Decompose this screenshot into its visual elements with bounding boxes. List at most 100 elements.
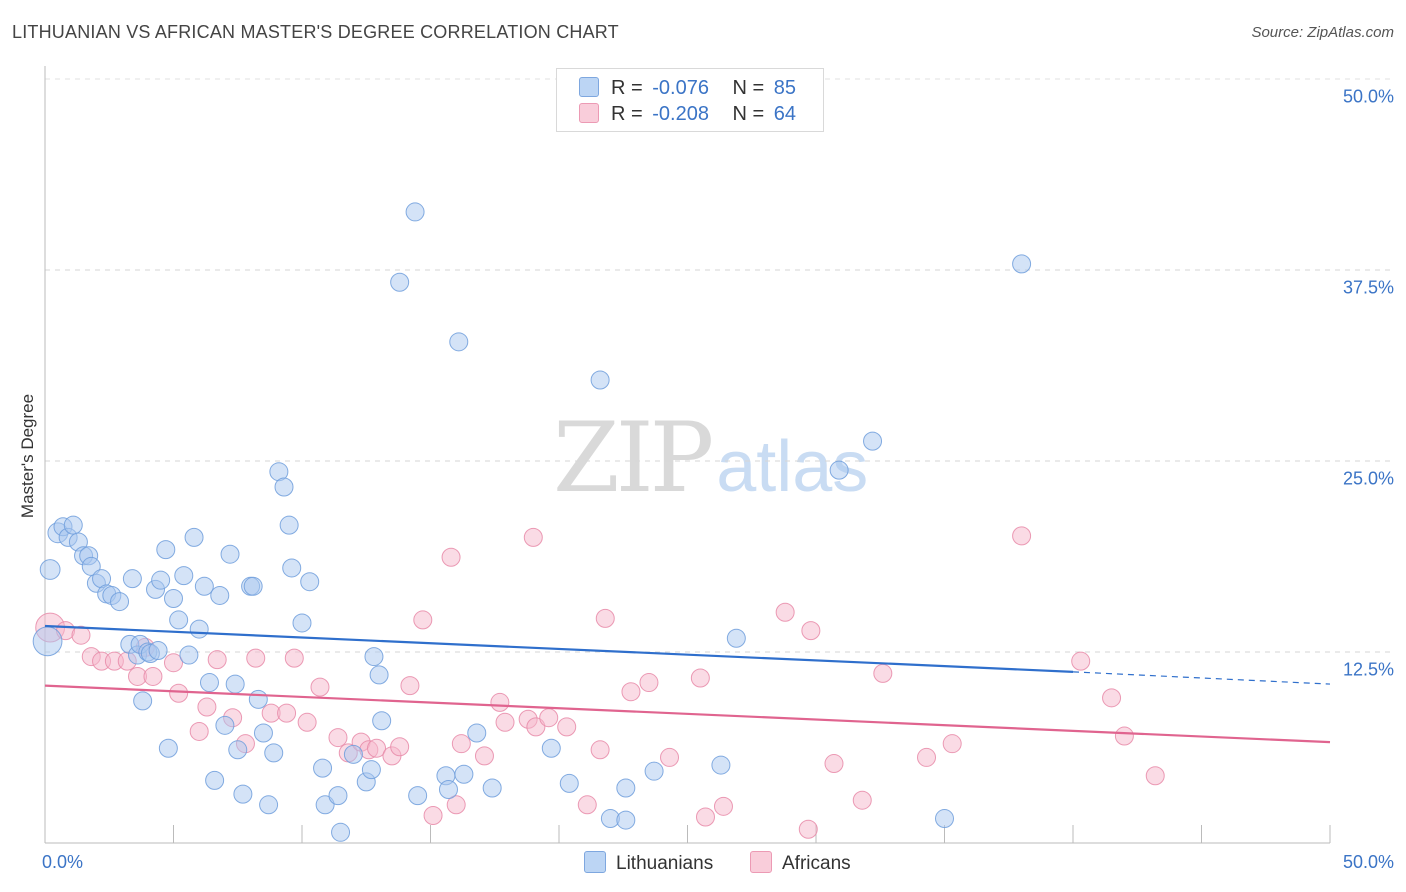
y-tick-label: 50.0% [1342,86,1394,107]
lithuanian-point [405,202,425,222]
lithuanian-point [32,626,63,657]
african-point [284,648,304,668]
r-label: R = [611,77,643,99]
lithuanian-point [164,589,183,609]
lithuanian-point [174,566,194,586]
lithuanian-point [158,738,178,758]
lithuanian-point [726,628,746,648]
african-point [775,602,795,622]
lithuanian-point [438,780,458,800]
lithuanian-point [243,576,263,596]
lithuanian-point [110,592,130,612]
african-point [695,807,715,827]
african-point [277,703,297,723]
axes [44,66,1331,844]
n-label: N = [732,77,765,99]
lithuanian-point [390,272,410,292]
african-point [1102,688,1122,708]
african-point [451,734,471,754]
lithuanian-point [454,764,474,784]
lithuanian-point [369,665,389,685]
african-point [390,737,410,757]
n-value: 64 [773,103,797,125]
african-point [1145,766,1165,786]
african-point [1012,526,1032,546]
lithuanian-point [248,689,268,709]
lithuanian-point [148,640,168,660]
african-point [246,648,266,668]
chart-source: Source: ZipAtlas.com [1251,24,1394,41]
african-point [1071,651,1091,671]
lithuanian-point [482,778,502,798]
x-tick-label: 0.0% [42,852,84,872]
correlation-legend: R = -0.076 N = 85 R = -0.208 N = 64 [556,68,824,132]
african-point [71,625,91,645]
lithuanian-point [829,460,849,480]
lithuanian-point [133,691,153,711]
lithuanian-point [313,758,333,778]
lithuanian-point [559,773,579,793]
africans-legend-swatch [750,851,772,873]
african-point [523,527,543,547]
lithuanian-point [315,795,335,815]
african-point [423,805,443,825]
lithuanian-point [300,572,320,592]
lithuanian-point [205,770,225,790]
lithuanian-point [122,569,142,589]
african-point [590,740,610,760]
african-point [310,677,330,697]
african-point [474,746,494,766]
lithuanian-point [259,795,279,815]
african-point [526,717,546,737]
african-point [490,692,510,712]
african-point [824,754,844,774]
lithuanian-point [292,613,312,633]
lithuanian-point [220,544,240,564]
lithuanian-point [343,744,363,764]
lithuanian-point [210,585,230,605]
lithuanian-point [331,822,351,842]
lithuanians-trend-extension [1072,671,1331,685]
lithuanian-point [39,559,61,580]
african-point [690,668,710,688]
lithuanian-point [541,738,561,758]
lithuanian-point [264,743,284,763]
lithuanian-point [228,740,248,760]
lithuanian-point [225,674,245,694]
african-point [169,683,189,703]
lithuanian-point [644,761,664,781]
x-tick-label: 50.0% [1342,852,1394,872]
legend-row-africans: R = -0.208 N = 64 [579,103,796,125]
lithuanian-point [151,570,171,590]
african-point [713,796,733,816]
african-point [197,697,217,717]
legend-item-lithuanians: Lithuanians [584,851,713,875]
african-point [143,666,163,686]
lithuanian-point [711,755,731,775]
lithuanian-point [467,723,487,743]
african-point [189,721,209,741]
lithuanian-point [616,810,636,830]
lithuanian-point [361,760,381,780]
lithuanian-point [328,786,348,806]
african-point [441,547,461,567]
african-point [297,712,317,732]
lithuanian-point [372,711,392,731]
chart-title: LITHUANIAN VS AFRICAN MASTER'S DEGREE CO… [12,22,619,42]
lithuanian-point [449,332,469,352]
lithuanian-point [199,673,219,693]
lithuanians-points [32,202,1032,842]
african-point [639,673,659,693]
african-point [367,738,387,758]
n-value: 85 [773,77,797,99]
african-point [539,708,559,728]
african-point [413,610,433,630]
lithuanian-point [935,809,954,829]
african-point [942,734,962,754]
african-point [328,728,348,748]
lithuanian-point [1012,254,1032,274]
legend-label: Africans [782,853,851,874]
lithuanians-legend-swatch [584,851,606,873]
african-point [852,790,872,810]
legend-label: Lithuanians [616,853,714,874]
